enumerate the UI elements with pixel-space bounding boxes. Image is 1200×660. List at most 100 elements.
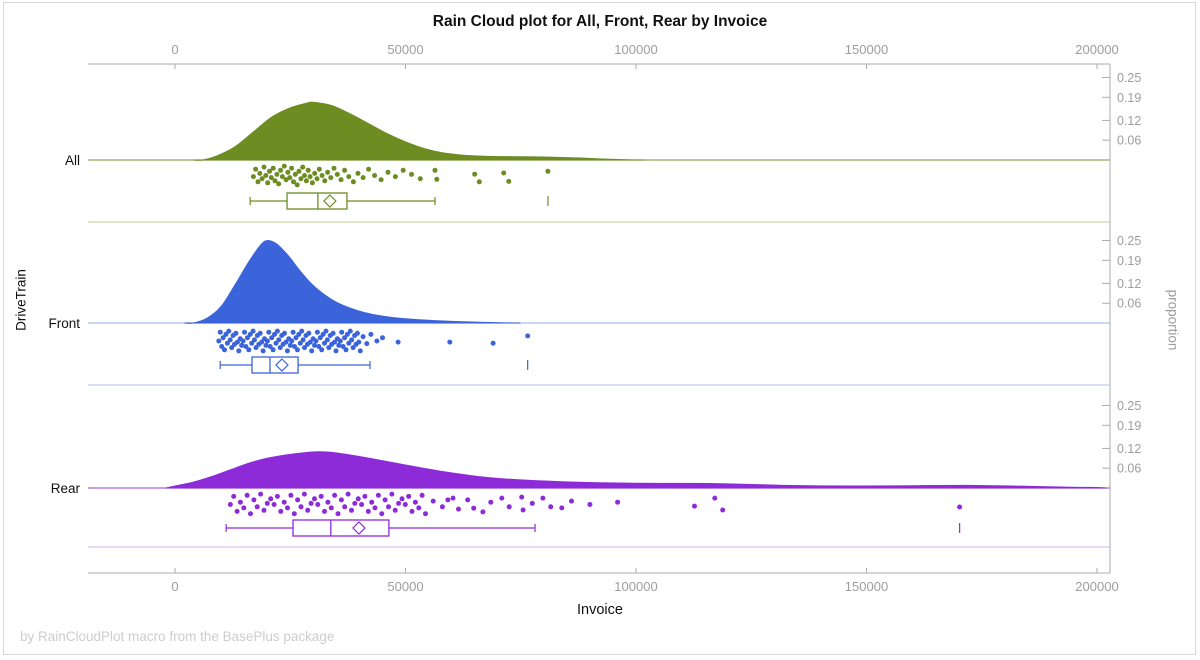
rain-point (445, 497, 451, 503)
rain-point (300, 164, 306, 170)
rain-point (281, 499, 287, 505)
rain-point (294, 182, 300, 188)
rain-point (506, 178, 512, 184)
rain-point (274, 493, 280, 499)
rain-point (278, 508, 284, 514)
rain-point (344, 331, 350, 337)
rain-point (288, 492, 294, 498)
rain-point (330, 330, 336, 336)
rain-point (569, 498, 574, 504)
rain-point (268, 496, 274, 502)
rain-point (292, 171, 298, 177)
rain-point (239, 342, 245, 348)
rain-point (325, 169, 331, 175)
boxplot-box-front (251, 356, 299, 374)
rain-point (257, 330, 263, 336)
rain-point (226, 328, 232, 334)
rain-point (264, 338, 270, 344)
rain-point (396, 500, 402, 506)
rain-point (317, 335, 323, 341)
rain-point (290, 329, 296, 335)
rain-point (364, 341, 370, 347)
rain-point (615, 499, 621, 505)
proportion-tick-label: 0.19 (1117, 91, 1141, 105)
rain-point (241, 505, 247, 511)
rain-point (237, 499, 243, 505)
rain-point (392, 507, 398, 513)
rain-point (242, 329, 247, 335)
rain-point (385, 169, 391, 175)
x-tick-label-bottom: 100000 (614, 579, 657, 594)
rain-point (423, 511, 428, 517)
rain-point (267, 344, 273, 349)
rain-point (266, 329, 272, 335)
rain-point (246, 347, 252, 353)
rain-point (331, 165, 337, 171)
rain-point (349, 507, 354, 513)
rain-point (306, 330, 312, 336)
rain-point (326, 345, 332, 351)
rain-point (316, 166, 322, 172)
rain-point (545, 168, 551, 174)
rain-point (276, 337, 282, 343)
rain-point (339, 329, 345, 335)
rain-point (274, 171, 280, 177)
rain-point (234, 508, 240, 514)
rain-point (490, 340, 496, 346)
rain-point (346, 340, 352, 346)
rain-point (336, 342, 342, 348)
rain-point (312, 496, 317, 502)
rain-point (447, 339, 453, 345)
x-tick-label-top: 100000 (614, 42, 657, 57)
rain-point (312, 170, 318, 176)
rain-point (285, 505, 290, 511)
rain-point (318, 493, 324, 499)
rain-point (269, 335, 275, 341)
rain-point (349, 337, 355, 343)
density-front (184, 239, 521, 324)
rain-point (480, 509, 486, 515)
rain-point (346, 174, 352, 180)
rain-point (323, 328, 329, 334)
rain-point (298, 176, 304, 182)
rain-point (692, 503, 697, 509)
rain-point (312, 342, 317, 348)
rain-point (324, 337, 330, 343)
rain-point (450, 495, 456, 501)
footer-credit: by RainCloudPlot macro from the BasePlus… (20, 629, 335, 644)
boxplot-box-all (286, 192, 348, 210)
category-label-rear: Rear (51, 481, 81, 496)
rain-point (380, 335, 385, 341)
rain-point (488, 499, 494, 505)
rain-point (360, 175, 366, 181)
rain-point (389, 491, 395, 497)
rain-point (283, 339, 289, 345)
rain-point (409, 171, 414, 177)
rain-point (305, 167, 311, 173)
rain-point (229, 345, 235, 351)
rain-point (365, 508, 371, 514)
rain-point (297, 340, 303, 346)
rain-point (236, 348, 242, 354)
density-rear (165, 451, 1107, 489)
rain-point (412, 499, 418, 505)
rain-point (559, 505, 565, 511)
rain-point (325, 499, 331, 505)
rain-point (259, 176, 265, 182)
proportion-tick-label: 0.06 (1117, 297, 1141, 311)
rain-point (216, 338, 222, 344)
rain-point (345, 491, 351, 497)
rain-point (320, 331, 326, 337)
rain-point (303, 178, 309, 184)
rain-point (359, 502, 365, 507)
rain-point (342, 335, 348, 341)
boxplot-box-rear (292, 519, 390, 537)
rain-point (476, 179, 482, 185)
rain-point (548, 504, 554, 510)
rain-point (529, 500, 535, 506)
rain-point (291, 179, 296, 185)
rain-point (263, 173, 269, 178)
x-tick-label-bottom: 50000 (387, 579, 423, 594)
rain-point (247, 331, 253, 337)
rain-point (302, 345, 307, 351)
